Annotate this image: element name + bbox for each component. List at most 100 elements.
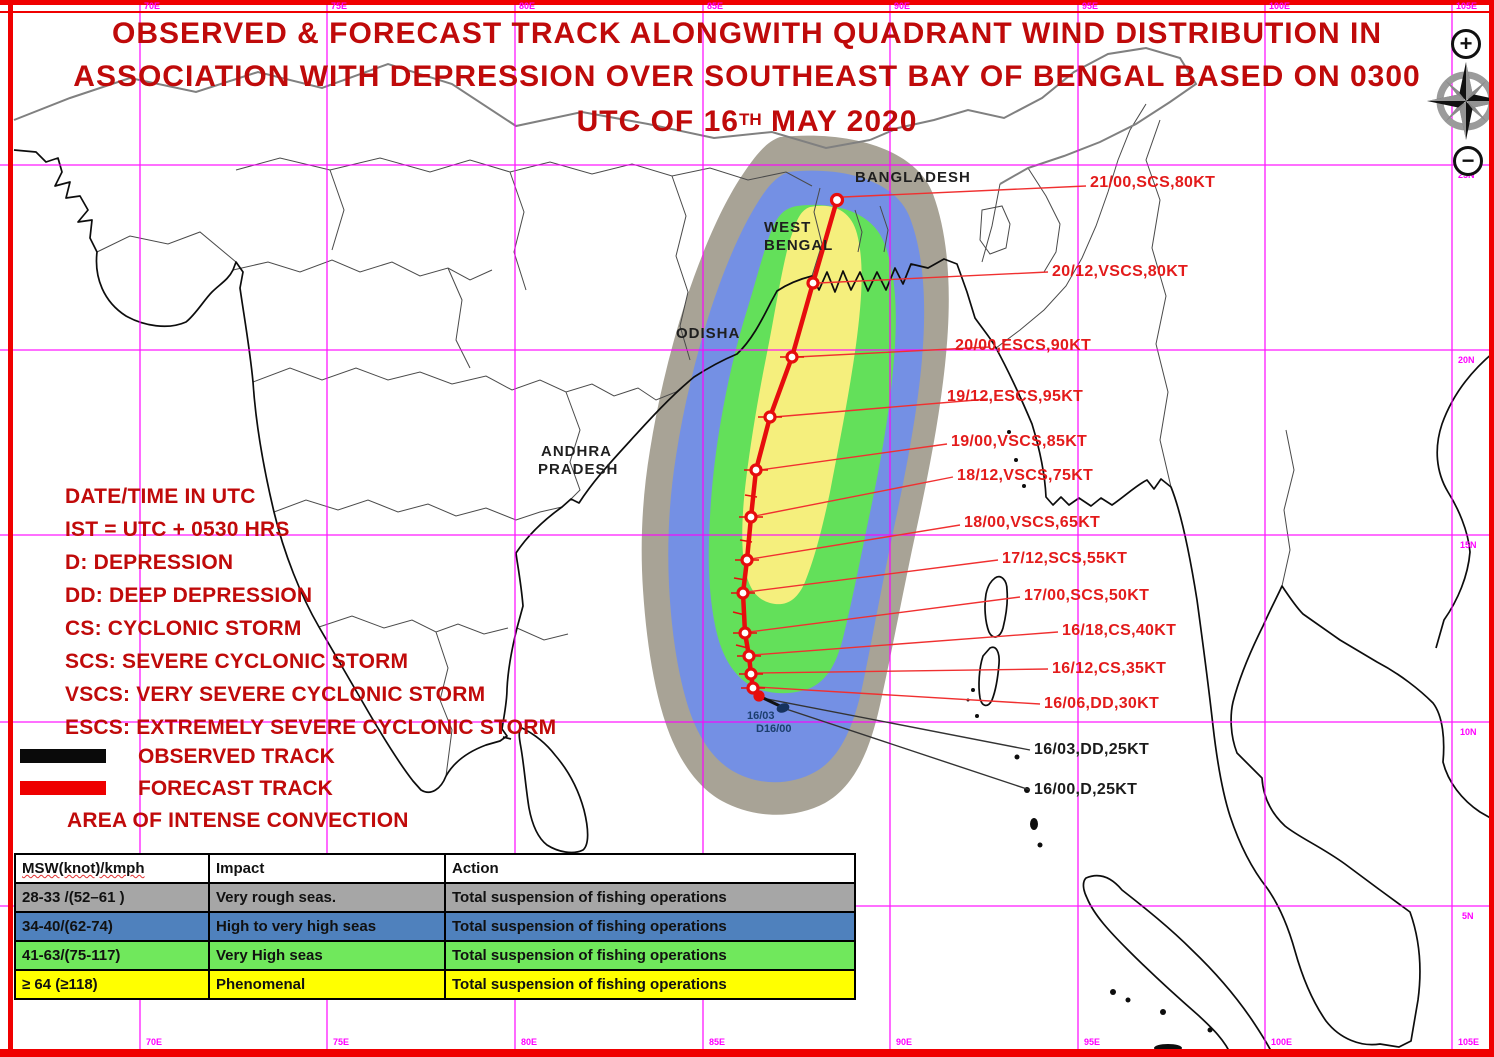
impact-table-header-row: MSW(knot)/kmph Impact Action: [14, 853, 856, 884]
lon-label-top: 75E: [331, 1, 348, 11]
lon-label-top: 95E: [1082, 1, 1099, 11]
track-label: 17/12,SCS,55KT: [1002, 550, 1128, 567]
action-cell: Total suspension of fishing operations: [444, 969, 856, 1000]
lon-label-top: 80E: [519, 1, 536, 11]
lon-label-bottom: 90E: [896, 1037, 913, 1047]
lon-label-bottom: 100E: [1271, 1037, 1293, 1047]
track-label: 21/00,SCS,80KT: [1090, 174, 1216, 191]
impact-cell: Very rough seas.: [208, 882, 446, 913]
track-label: 16/06,DD,30KT: [1044, 695, 1160, 712]
state-boundaries: [96, 103, 1295, 777]
lon-label-bottom: 95E: [1084, 1037, 1101, 1047]
track-label: 17/00,SCS,50KT: [1024, 587, 1150, 604]
label-andhra: ANDHRA: [541, 443, 612, 460]
action-cell: Total suspension of fishing operations: [444, 940, 856, 971]
track-label: 19/12,ESCS,95KT: [947, 388, 1084, 405]
action-cell: Total suspension of fishing operations: [444, 882, 856, 913]
lon-label-top: 90E: [894, 1, 911, 11]
observed-track-legend: OBSERVED TRACK: [138, 745, 335, 768]
cone-band-yellow: [742, 205, 862, 605]
cone-of-uncertainty: [641, 135, 949, 815]
lat-label: 20N: [1458, 355, 1475, 365]
col-header-impact: Impact: [208, 853, 446, 884]
coast-mainland: [13, 149, 1494, 1048]
impact-cell: Phenomenal: [208, 969, 446, 1000]
msw-cell: 28-33 /(52–61 ): [14, 882, 210, 913]
lon-label-top: 100E: [1269, 1, 1291, 11]
table-row: 41-63/(75-117) Very High seas Total susp…: [14, 940, 856, 971]
table-row: 28-33 /(52–61 ) Very rough seas. Total s…: [14, 882, 856, 913]
legend-note: IST = UTC + 0530 HRS: [65, 518, 290, 541]
title-line-3: UTC OF 16TH MAY 2020: [576, 105, 918, 138]
lat-label: 15N: [1460, 540, 1477, 550]
coastlines: [13, 149, 1494, 1057]
impact-cell: High to very high seas: [208, 911, 446, 942]
track-label: 16/18,CS,40KT: [1062, 622, 1177, 639]
national-borders: [13, 46, 1198, 185]
lon-label-bottom: 80E: [521, 1037, 538, 1047]
track-origin-time: D16/00: [756, 723, 792, 735]
legend-note: ESCS: EXTREMELY SEVERE CYCLONIC STORM: [65, 716, 557, 739]
track-label: 18/12,VSCS,75KT: [957, 467, 1094, 484]
observed-leader-lines: [761, 697, 1031, 791]
coast-indochina: [1435, 351, 1494, 649]
track-label: 20/12,VSCS,80KT: [1052, 263, 1189, 280]
col-header-msw: MSW(knot)/kmph: [14, 853, 210, 884]
lon-label-bottom: 85E: [709, 1037, 726, 1047]
action-cell: Total suspension of fishing operations: [444, 911, 856, 942]
legend-note: CS: CYCLONIC STORM: [65, 617, 302, 640]
coast-sri-lanka: [518, 727, 589, 854]
col-header-action: Action: [444, 853, 856, 884]
label-odisha: ODISHA: [676, 325, 741, 342]
coast-andaman-1: [984, 575, 1009, 638]
lon-label-bottom: 105E: [1458, 1037, 1480, 1047]
lon-label-top: 105E: [1456, 1, 1478, 11]
map-title: OBSERVED & FORECAST TRACK ALONGWITH QUAD…: [40, 12, 1454, 143]
legend-note: SCS: SEVERE CYCLONIC STORM: [65, 650, 409, 673]
legend-note: VSCS: VERY SEVERE CYCLONIC STORM: [65, 683, 486, 706]
observed-track-swatch: [20, 749, 106, 763]
msw-cell: 41-63/(75-117): [14, 940, 210, 971]
track-label: 19/00,VSCS,85KT: [951, 433, 1088, 450]
track-label: 20/00,ESCS,90KT: [955, 337, 1092, 354]
lat-label: 10N: [1460, 727, 1477, 737]
impact-table: MSW(knot)/kmph Impact Action 28-33 /(52–…: [14, 853, 856, 1000]
impact-cell: Very High seas: [208, 940, 446, 971]
area-convection-legend: AREA OF INTENSE CONVECTION: [67, 809, 409, 832]
forecast-leader-lines: [746, 185, 1087, 705]
coast-sumatra: [1082, 874, 1275, 1057]
label-west-bengal: WEST: [764, 219, 812, 236]
label-andhra: PRADESH: [538, 461, 619, 478]
track-label: 16/12,CS,35KT: [1052, 660, 1167, 677]
lon-label-top: 70E: [144, 1, 161, 11]
track-label: 16/03,DD,25KT: [1034, 741, 1150, 758]
track-label: 18/00,VSCS,65KT: [964, 514, 1101, 531]
origin-point-16-00: [776, 703, 790, 713]
label-west-bengal: BENGAL: [764, 237, 834, 254]
forecast-track-points: [736, 192, 845, 702]
zoom-out-button[interactable]: −: [1453, 146, 1483, 176]
msw-cell: ≥ 64 (≥118): [14, 969, 210, 1000]
table-row: 34-40/(62-74) High to very high seas Tot…: [14, 911, 856, 942]
forecast-track-legend: FORECAST TRACK: [138, 777, 333, 800]
track-origin-time: 16/03: [747, 710, 775, 722]
lon-label-bottom: 70E: [146, 1037, 163, 1047]
lon-label-bottom: 75E: [333, 1037, 350, 1047]
lon-label-top: 85E: [707, 1, 724, 11]
title-line-1: OBSERVED & FORECAST TRACK ALONGWITH QUAD…: [112, 17, 1382, 50]
forecast-track-swatch: [20, 781, 106, 795]
table-row: ≥ 64 (≥118) Phenomenal Total suspension …: [14, 969, 856, 1000]
legend-note: DATE/TIME IN UTC: [65, 485, 256, 508]
zoom-in-button[interactable]: +: [1451, 29, 1481, 59]
coast-andaman-2: [978, 646, 1000, 707]
legend-note: DD: DEEP DEPRESSION: [65, 584, 313, 607]
legend-note: D: DEPRESSION: [65, 551, 234, 574]
label-bangladesh: BANGLADESH: [855, 169, 971, 186]
lat-label: 5N: [1462, 911, 1474, 921]
track-label: 16/00,D,25KT: [1034, 781, 1138, 798]
msw-cell: 34-40/(62-74): [14, 911, 210, 942]
